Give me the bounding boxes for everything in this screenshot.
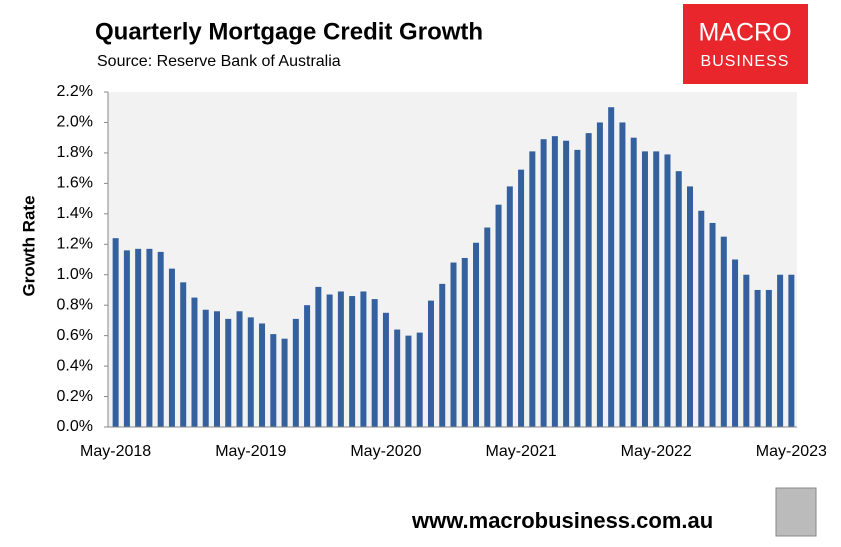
y-tick-label: 0.0% (57, 418, 93, 435)
bar (168, 268, 175, 427)
bar (416, 332, 423, 427)
bar (450, 262, 457, 427)
bar (360, 291, 367, 427)
bar (123, 250, 130, 427)
bar (630, 137, 637, 427)
bar (529, 151, 536, 428)
bar (540, 139, 547, 428)
bar (157, 251, 164, 427)
bar (259, 323, 266, 427)
x-tick-label: May-2022 (621, 443, 692, 460)
bar (664, 154, 671, 427)
bar (765, 289, 772, 427)
bar (777, 274, 784, 427)
bar (439, 283, 446, 427)
x-tick-label: May-2021 (485, 443, 556, 460)
y-tick-label: 1.8% (57, 144, 93, 161)
bar (292, 318, 299, 427)
y-tick-label: 0.8% (57, 296, 93, 313)
bar (225, 318, 232, 427)
y-tick-label: 0.6% (57, 327, 93, 344)
bar (247, 317, 254, 427)
x-tick-label: May-2018 (80, 443, 151, 460)
bar (405, 335, 412, 427)
bar (371, 299, 378, 427)
y-tick-label: 1.4% (57, 205, 93, 222)
bar (653, 151, 660, 428)
bar (484, 227, 491, 427)
y-axis-title: Growth Rate (19, 195, 38, 296)
bar (304, 305, 311, 427)
bar (281, 338, 288, 427)
bar (382, 312, 389, 427)
bar (213, 311, 220, 427)
bar (326, 294, 333, 427)
bar (687, 186, 694, 427)
bar (698, 210, 705, 427)
bar (495, 204, 502, 427)
bar (349, 296, 356, 427)
chart-subtitle: Source: Reserve Bank of Australia (97, 53, 341, 70)
bar (315, 286, 322, 427)
chart-title: Quarterly Mortgage Credit Growth (95, 18, 483, 45)
bar (585, 133, 592, 427)
bar (608, 107, 615, 428)
bar (551, 136, 558, 427)
bar (709, 222, 716, 427)
bar (732, 259, 739, 427)
bar (574, 149, 581, 427)
bar (641, 151, 648, 428)
bar (180, 282, 187, 427)
bar (473, 242, 480, 427)
logo-box (683, 4, 808, 84)
bar (427, 300, 434, 427)
bar (135, 248, 142, 427)
y-tick-label: 2.2% (57, 83, 93, 100)
bar (720, 236, 727, 427)
bar (337, 291, 344, 427)
y-tick-label: 1.2% (57, 235, 93, 252)
y-tick-label: 0.4% (57, 357, 93, 374)
bar (563, 140, 570, 427)
wolf-icon (775, 487, 817, 537)
x-tick-label: May-2020 (350, 443, 421, 460)
bar (394, 329, 401, 427)
y-tick-label: 1.0% (57, 266, 93, 283)
bar (236, 311, 243, 427)
footer-url: www.macrobusiness.com.au (411, 508, 713, 533)
bar (146, 248, 153, 427)
x-tick-label: May-2019 (215, 443, 286, 460)
bar (675, 171, 682, 427)
bar (270, 334, 277, 427)
bar (619, 122, 626, 428)
bar (743, 274, 750, 427)
bar (788, 274, 795, 427)
bar (518, 169, 525, 427)
y-tick-label: 2.0% (57, 114, 93, 131)
logo-text: BUSINESS (701, 53, 790, 70)
bar (202, 309, 209, 427)
logo-text: MACRO (698, 19, 791, 47)
bar (596, 122, 603, 428)
y-tick-label: 1.6% (57, 175, 93, 192)
bar (754, 289, 761, 427)
bar (461, 257, 468, 427)
bar (191, 297, 198, 427)
x-tick-label: May-2023 (756, 443, 827, 460)
bar (112, 238, 119, 427)
y-tick-label: 0.2% (57, 388, 93, 405)
bar (506, 186, 513, 427)
